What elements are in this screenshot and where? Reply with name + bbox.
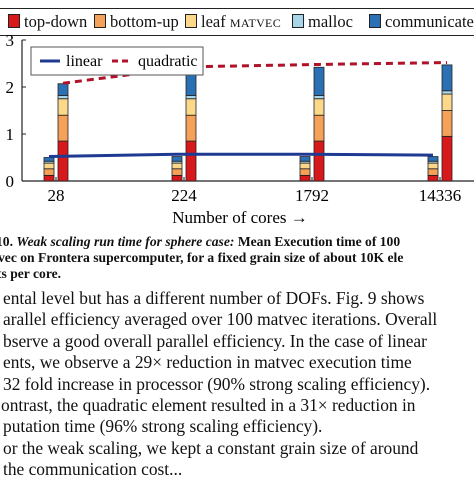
body-line: 32 fold increase in processor (90% stron…: [3, 373, 431, 394]
legend-item-leaf-matvec: leaf matvec: [185, 12, 281, 32]
x-tick-label: 28: [48, 186, 65, 205]
x-tick-label: 14336: [419, 186, 462, 205]
body-line: bserve a good overall parallel efficienc…: [3, 330, 427, 351]
bar-segment-quadratic-bottom-up: [313, 114, 325, 142]
x-tick-label: 1792: [295, 186, 329, 205]
legend-swatch-leaf-matvec: [185, 14, 197, 28]
bar-segment-linear-top-down: [43, 174, 55, 182]
bar-segment-linear-leaf-matvec: [299, 162, 311, 170]
legend-item-top-down: top-down: [8, 12, 87, 32]
bar-segment-quadratic-bottom-up: [185, 114, 197, 142]
caption-text-3: ts per core.: [0, 266, 62, 281]
body-line: or the weak scaling, we kept a constant …: [3, 437, 419, 458]
bar-segment-linear-communicate: [171, 156, 183, 162]
bar-segment-linear-communicate: [43, 157, 55, 162]
weak-scaling-chart: 0 1 2 3 28 224 1792 14336 linear quadratic Numb…: [6, 31, 474, 227]
legend-item-malloc: malloc: [292, 12, 353, 32]
bar-segment-quadratic-top-down: [441, 135, 453, 182]
bar-segment-quadratic-leaf-matvec: [185, 98, 197, 116]
linear-line: [48, 152, 434, 159]
bar-segment-linear-bottom-up: [427, 168, 439, 176]
body-line: putation time (96% strong scaling effici…: [3, 416, 323, 437]
legend-swatch-malloc: [292, 14, 304, 28]
figure-caption: 10. Weak scaling run time for sphere cas…: [0, 234, 474, 282]
y-tick-label: 0: [6, 172, 15, 191]
linear-legend-label: linear: [66, 53, 103, 70]
caption-text-1: Mean Execution time of 100: [237, 234, 401, 249]
legend-label-top-down: top-down: [24, 12, 88, 31]
bar-segment-quadratic-top-down: [185, 140, 197, 182]
bar-segment-linear-top-down: [299, 174, 311, 182]
bar-segment-quadratic-malloc: [441, 90, 453, 95]
body-line: arallel efficiency averaged over 100 mat…: [3, 309, 438, 330]
bar-legend: top-down bottom-up leaf matvec malloc co…: [0, 8, 474, 38]
bar-segment-quadratic-communicate: [313, 66, 325, 96]
bar-segment-linear-leaf-matvec: [427, 162, 439, 170]
legend-swatch-top-down: [8, 14, 20, 28]
figure-number: 10.: [0, 234, 13, 249]
bar-legend-frame: [0, 8, 474, 36]
body-paragraph: ental level but has a different number o…: [0, 288, 474, 481]
body-line: ontrast, the quadratic element resulted …: [1, 394, 416, 415]
caption-line-1: 10. Weak scaling run time for sphere cas…: [0, 234, 470, 250]
bar-segment-quadratic-leaf-matvec: [441, 93, 453, 111]
x-tick-label: 224: [171, 186, 197, 205]
legend-label-communicate: communicate: [385, 12, 474, 31]
body-line: ental level but has a different number o…: [3, 288, 425, 308]
bar-segment-quadratic-bottom-up: [441, 110, 453, 137]
legend-item-communicate: communicate: [369, 12, 474, 32]
bar-segment-quadratic-communicate: [57, 83, 69, 96]
caption-line-2: vec on Frontera supercomputer, for a fix…: [0, 250, 472, 266]
legend-label-bottom-up: bottom-up: [110, 12, 179, 31]
bar-segment-linear-bottom-up: [299, 168, 311, 176]
bar-segment-linear-leaf-matvec: [43, 162, 55, 170]
bar-segment-quadratic-leaf-matvec: [313, 98, 325, 116]
body-line: ents, we observe a 29× reduction in matv…: [3, 352, 412, 373]
y-tick-label: 3: [6, 31, 15, 50]
bar-segment-linear-communicate: [299, 156, 311, 162]
bar-segment-linear-top-down: [171, 174, 183, 182]
bar-segment-quadratic-top-down: [313, 140, 325, 182]
legend-label-malloc: malloc: [308, 12, 353, 31]
y-tick-label: 1: [6, 125, 15, 144]
bar-segment-linear-leaf-matvec: [171, 162, 183, 170]
caption-line-3: ts per core.: [0, 266, 471, 282]
caption-text-2: vec on Frontera supercomputer, for a fix…: [0, 250, 404, 265]
line-legend: linear quadratic: [30, 46, 204, 76]
bar-segment-quadratic-malloc: [185, 95, 197, 100]
bar-segment-linear-top-down: [427, 174, 439, 182]
quadratic-legend-label: quadratic: [138, 53, 198, 70]
y-tick-label: 2: [6, 78, 15, 97]
body-line: the communication cost...: [3, 459, 183, 480]
bar-segment-quadratic-bottom-up: [57, 114, 69, 142]
legend-label-matvec: matvec: [229, 12, 281, 31]
bar-segment-linear-bottom-up: [171, 168, 183, 176]
caption-title: Weak scaling run time for sphere case:: [16, 234, 235, 249]
legend-label-leaf: leaf: [201, 12, 230, 31]
bar-segment-linear-communicate: [427, 156, 439, 162]
legend-item-bottom-up: bottom-up: [94, 12, 179, 32]
legend-swatch-communicate: [369, 14, 381, 28]
x-axis-label: Number of cores →: [172, 208, 308, 227]
bar-segment-quadratic-top-down: [57, 140, 69, 182]
bar-segment-quadratic-malloc: [313, 95, 325, 100]
bar-segment-quadratic-malloc: [57, 95, 69, 100]
bar-segment-quadratic-leaf-matvec: [57, 98, 69, 116]
bar-segment-linear-bottom-up: [43, 168, 55, 176]
bar-segment-quadratic-communicate: [441, 64, 453, 92]
legend-swatch-bottom-up: [94, 14, 106, 28]
